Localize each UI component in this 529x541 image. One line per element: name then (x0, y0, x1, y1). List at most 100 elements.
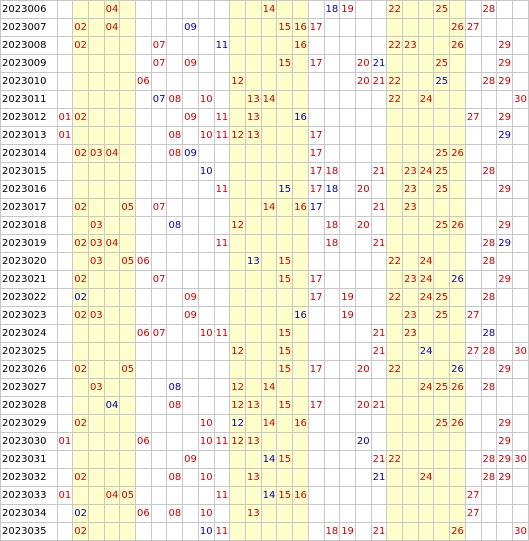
empty-cell (166, 306, 184, 325)
empty-cell (276, 234, 294, 253)
empty-cell (307, 216, 325, 235)
table-row: 2023031 09 14 15 21 22 28 29 30 (0, 450, 529, 469)
red-number-cell: 02 (72, 306, 89, 325)
blue-number-cell: 14 (260, 486, 278, 505)
empty-cell (103, 270, 121, 289)
empty-cell (135, 306, 152, 325)
empty-cell (119, 288, 137, 307)
empty-cell (150, 288, 168, 307)
red-number-cell: 12 (229, 126, 246, 145)
empty-cell (307, 414, 325, 433)
empty-cell (433, 108, 451, 127)
empty-cell (260, 522, 278, 541)
blue-number-cell: 24 (417, 342, 435, 361)
empty-cell (292, 360, 309, 379)
empty-cell (229, 18, 246, 37)
red-number-cell: 26 (449, 522, 466, 541)
period-cell: 2023008 (0, 36, 58, 55)
empty-cell (276, 144, 294, 163)
red-number-cell: 23 (402, 162, 419, 181)
empty-cell (417, 54, 435, 73)
empty-cell (449, 162, 466, 181)
red-number-cell: 06 (135, 324, 152, 343)
empty-cell (323, 414, 341, 433)
empty-cell (323, 486, 341, 505)
empty-cell (213, 198, 231, 217)
red-number-cell: 21 (370, 234, 388, 253)
empty-cell (433, 18, 451, 37)
empty-cell (323, 108, 341, 127)
empty-cell (354, 198, 372, 217)
empty-cell (354, 108, 372, 127)
empty-cell (402, 342, 419, 361)
empty-cell (229, 504, 246, 523)
empty-cell (260, 234, 278, 253)
empty-cell (197, 54, 215, 73)
empty-cell (150, 306, 168, 325)
empty-cell (496, 252, 513, 271)
empty-cell (119, 306, 137, 325)
red-number-cell: 03 (87, 306, 105, 325)
empty-cell (417, 360, 435, 379)
empty-cell (260, 306, 278, 325)
empty-cell (182, 180, 199, 199)
empty-cell (323, 288, 341, 307)
empty-cell (323, 378, 341, 397)
period-cell: 2023034 (0, 504, 58, 523)
red-number-cell: 16 (292, 36, 309, 55)
empty-cell (417, 198, 435, 217)
empty-cell (135, 270, 152, 289)
red-number-cell: 07 (150, 36, 168, 55)
empty-cell (307, 522, 325, 541)
empty-cell (323, 54, 341, 73)
empty-cell (119, 522, 137, 541)
empty-cell (307, 504, 325, 523)
red-number-cell: 20 (354, 54, 372, 73)
table-row: 2023010 06 12 20 21 22 25 28 29 (0, 72, 529, 91)
empty-cell (323, 468, 341, 487)
empty-cell (56, 504, 74, 523)
red-number-cell: 21 (370, 342, 388, 361)
empty-cell (166, 270, 184, 289)
empty-cell (292, 252, 309, 271)
empty-cell (449, 396, 466, 415)
table-row: 2023032 02 08 10 13 21 24 28 29 (0, 468, 529, 487)
empty-cell (292, 144, 309, 163)
empty-cell (166, 18, 184, 37)
red-number-cell: 23 (402, 198, 419, 217)
empty-cell (56, 144, 74, 163)
empty-cell (244, 144, 262, 163)
empty-cell (56, 0, 74, 19)
table-row: 2023035 02 10 11 18 19 21 26 30 (0, 522, 529, 541)
red-number-cell: 09 (182, 306, 199, 325)
empty-cell (292, 396, 309, 415)
red-number-cell: 15 (276, 18, 294, 37)
blue-number-cell: 10 (197, 162, 215, 181)
empty-cell (135, 0, 152, 19)
empty-cell (386, 414, 404, 433)
empty-cell (150, 252, 168, 271)
empty-cell (197, 72, 215, 91)
table-row: 2023022 02 09 17 19 22 24 25 28 (0, 288, 529, 307)
empty-cell (307, 306, 325, 325)
empty-cell (511, 108, 529, 127)
table-row: 2023014 02 03 04 08 09 17 25 26 (0, 144, 529, 163)
red-number-cell: 25 (433, 288, 451, 307)
red-number-cell: 20 (354, 180, 372, 199)
red-number-cell: 29 (496, 468, 513, 487)
red-number-cell: 02 (72, 360, 89, 379)
empty-cell (150, 180, 168, 199)
empty-cell (323, 306, 341, 325)
red-number-cell: 15 (276, 54, 294, 73)
blue-number-cell: 18 (323, 0, 341, 19)
empty-cell (417, 504, 435, 523)
table-row: 2023026 02 05 15 17 20 22 26 29 (0, 360, 529, 379)
empty-cell (307, 90, 325, 109)
empty-cell (370, 306, 388, 325)
empty-cell (307, 72, 325, 91)
empty-cell (119, 216, 137, 235)
empty-cell (182, 414, 199, 433)
empty-cell (103, 180, 121, 199)
empty-cell (402, 18, 419, 37)
red-number-cell: 10 (197, 414, 215, 433)
